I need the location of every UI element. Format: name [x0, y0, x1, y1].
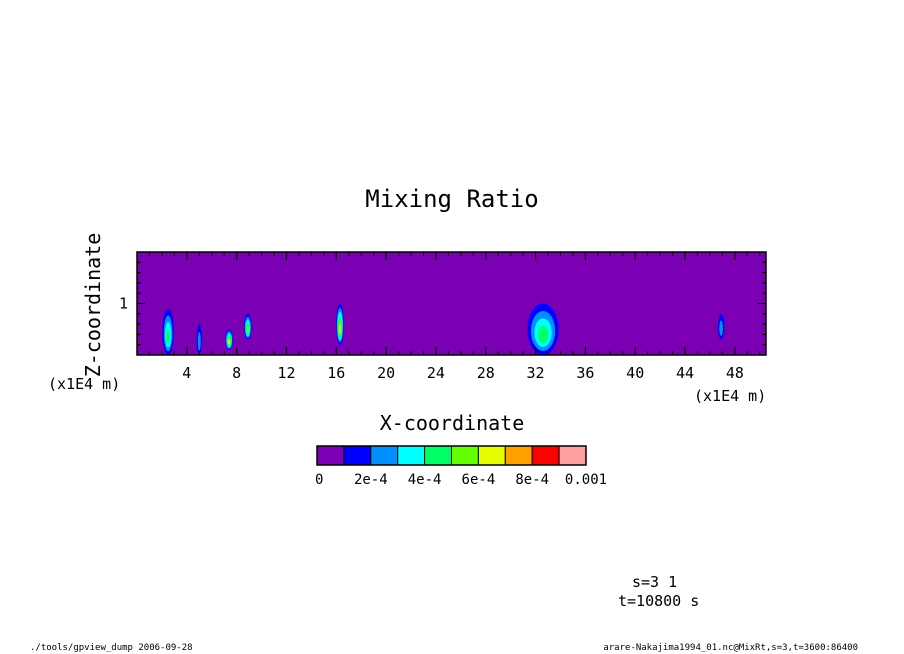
heatmap-feature-0 [162, 308, 174, 356]
colorbar-label-1: 2e-4 [354, 472, 388, 488]
x-tick-label-12: 12 [277, 364, 295, 382]
colorbar-swatch-3 [397, 445, 426, 466]
x-tick-label-20: 20 [377, 364, 395, 382]
heatmap-feature-1 [196, 324, 202, 355]
colorbar-swatch-6 [477, 445, 506, 466]
x-tick-label-24: 24 [427, 364, 445, 382]
colorbar-label-2: 4e-4 [408, 472, 442, 488]
heatmap-feature-6 [718, 313, 725, 340]
x-unit-label: (x1E4 m) [694, 387, 766, 405]
footer-left: ./tools/gpview_dump 2006-09-28 [30, 643, 193, 653]
feature-3-level-5 [246, 325, 249, 333]
x-tick-label-40: 40 [626, 364, 644, 382]
heatmap-feature-4 [336, 303, 344, 345]
x-tick-label-44: 44 [676, 364, 694, 382]
colorbar-frame [316, 445, 587, 466]
chart-title: Mixing Ratio [365, 185, 538, 213]
x-tick-label-28: 28 [477, 364, 495, 382]
heatmap-background [137, 252, 766, 355]
colorbar-swatch-1 [343, 445, 372, 466]
feature-2-level-6 [228, 339, 231, 345]
plot-area [137, 252, 766, 356]
feature-4-level-6 [339, 324, 342, 334]
colorbar-label-3: 6e-4 [462, 472, 496, 488]
colorbar-label-4: 8e-4 [515, 472, 549, 488]
colorbar-label-5: 0.001 [565, 472, 607, 488]
x-tick-label-48: 48 [726, 364, 744, 382]
colorbar-labels: 0 2e-4 4e-4 6e-4 8e-4 0.001 [315, 472, 607, 488]
feature-0-level-4 [166, 328, 171, 345]
heatmap-feature-5 [527, 303, 559, 355]
colorbar-swatch-0 [316, 445, 345, 466]
heatmap-feature-3 [244, 313, 252, 340]
x-axis-label: X-coordinate [380, 411, 525, 435]
feature-5-level-4 [537, 325, 549, 343]
colorbar-label-0: 0 [315, 472, 323, 488]
s-annotation: s=3 1 [632, 573, 677, 591]
y-tick-label-1: 1 [119, 295, 128, 313]
colorbar-swatch-8 [531, 445, 560, 466]
x-tick-label-8: 8 [232, 364, 241, 382]
x-tick-label-16: 16 [327, 364, 345, 382]
x-axis-ticks: 4 8 12 16 20 24 28 32 36 40 44 48 [148, 252, 761, 382]
colorbar-swatch-9 [558, 445, 587, 466]
y-axis-label: Z-coordinate [81, 233, 105, 378]
colorbar-swatch-5 [451, 445, 479, 466]
colorbar [316, 445, 587, 466]
footer-right: arare-Nakajima1994_01.nc@MixRt,s=3,t=360… [603, 643, 858, 653]
colorbar-swatch-2 [370, 445, 399, 466]
feature-1-level-2 [197, 332, 201, 351]
x-tick-label-36: 36 [576, 364, 594, 382]
y-axis-ticks: 1 [119, 251, 766, 346]
t-annotation: t=10800 s [618, 592, 699, 610]
x-tick-label-4: 4 [182, 364, 191, 382]
heatmap-feature-2 [225, 329, 233, 350]
colorbar-swatch-7 [504, 445, 533, 466]
y-unit-label: (x1E4 m) [48, 375, 120, 393]
colorbar-swatch-4 [424, 445, 453, 466]
x-tick-label-32: 32 [527, 364, 545, 382]
feature-6-level-2 [719, 320, 724, 336]
